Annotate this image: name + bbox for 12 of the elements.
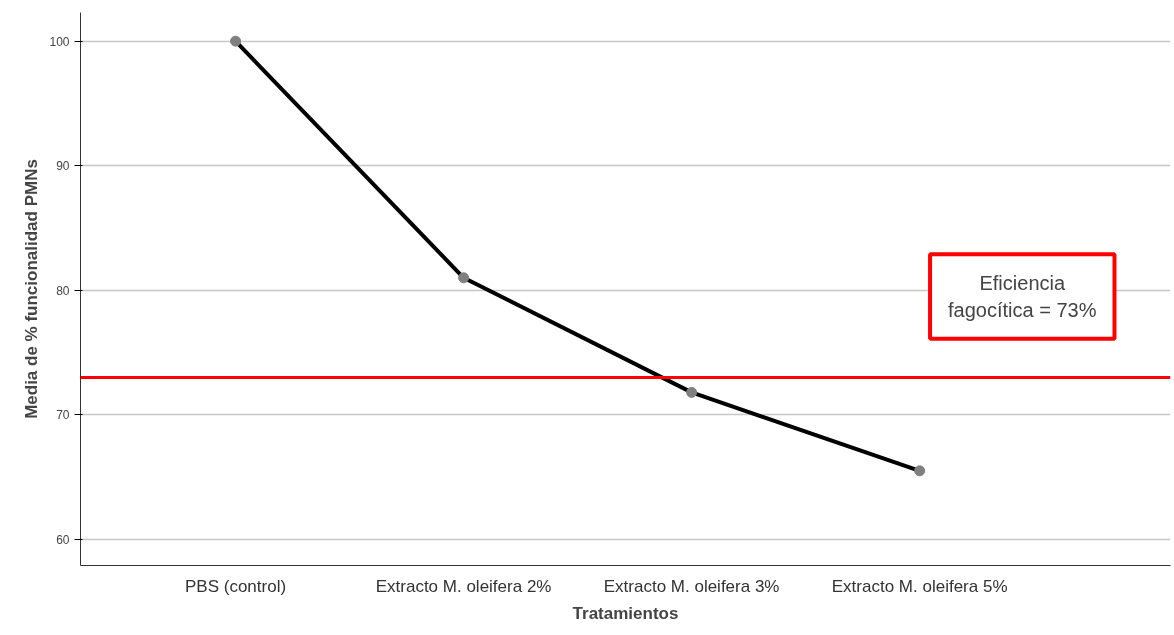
y-tick-label: 90 bbox=[56, 159, 70, 174]
x-tick-label: PBS (control) bbox=[185, 576, 287, 596]
y-tick-label: 80 bbox=[56, 283, 70, 298]
ref-line-label: Eficiencia fagocítica = 73% bbox=[948, 272, 1097, 321]
x-axis-title: Tratamientos bbox=[572, 603, 679, 623]
y-tick-label: 60 bbox=[56, 532, 70, 547]
y-axis-title: Media de % funcionalidad PMNs bbox=[22, 159, 42, 419]
x-tick-label: Extracto M. oleifera 5% bbox=[831, 576, 1008, 596]
y-tick-label: 100 bbox=[49, 34, 70, 49]
x-tick-label: Extracto M. oleifera 3% bbox=[603, 576, 780, 596]
x-tick-label: Extracto M. oleifera 2% bbox=[375, 576, 552, 596]
y-tick-label: 70 bbox=[56, 408, 70, 423]
